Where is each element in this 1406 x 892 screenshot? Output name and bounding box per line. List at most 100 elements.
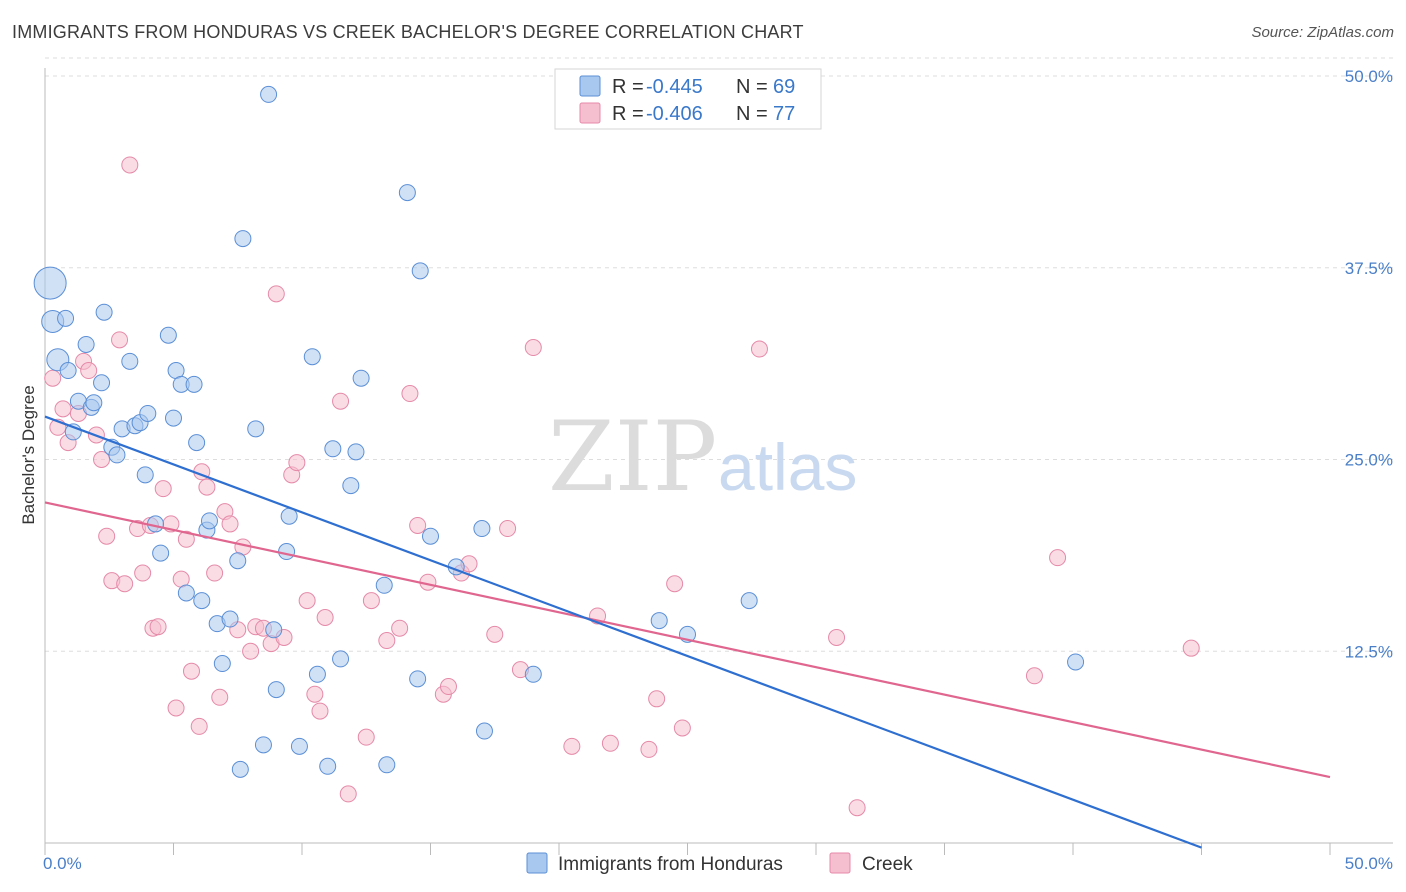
creek-point — [524, 339, 542, 357]
legend-n-value-2: 77 — [773, 103, 795, 125]
creek-point — [221, 515, 239, 533]
legend-r-value-2: -0.406 — [646, 103, 703, 125]
creek-point — [182, 662, 200, 680]
creek-point — [378, 632, 396, 650]
creek-point — [93, 451, 111, 468]
honduras-point — [524, 665, 542, 683]
honduras-point — [188, 434, 206, 452]
honduras-point — [473, 520, 491, 538]
y-tick-label: 12.5% — [1345, 642, 1393, 661]
creek-point — [1182, 639, 1200, 657]
honduras-point — [93, 374, 111, 392]
creek-point — [666, 575, 684, 593]
honduras-point — [200, 512, 218, 530]
honduras-point — [136, 466, 154, 484]
legend-swatch-creek — [579, 102, 601, 124]
honduras-point — [265, 621, 283, 639]
honduras-point — [229, 552, 247, 570]
x-tick-labels: 0.0% 50.0% — [43, 854, 1393, 873]
honduras-point — [213, 655, 231, 673]
honduras-point — [159, 326, 177, 344]
honduras-point — [332, 650, 350, 668]
honduras-point — [740, 592, 758, 610]
honduras-point — [247, 420, 265, 438]
creek-point — [316, 609, 334, 627]
trend-lines — [44, 415, 1331, 849]
creek-point — [116, 575, 134, 593]
honduras-point — [152, 544, 170, 562]
watermark-zip: ZIP — [548, 401, 717, 513]
honduras-point — [1067, 653, 1085, 671]
creek-point — [111, 331, 129, 349]
creek-point — [828, 628, 846, 646]
creek-point — [750, 340, 768, 358]
bottom-legend-swatch-creek — [829, 852, 851, 874]
honduras-point — [85, 394, 103, 412]
honduras-point — [308, 665, 326, 683]
honduras-point — [234, 230, 252, 248]
honduras-point — [375, 576, 393, 594]
creek-point — [198, 478, 216, 496]
creek-point — [640, 740, 658, 758]
honduras-point — [290, 737, 308, 755]
honduras-trend-line — [44, 415, 1202, 849]
creek-point — [177, 530, 195, 548]
legend-swatch-honduras — [579, 75, 601, 97]
watermark: ZIP atlas — [548, 401, 857, 513]
honduras-point — [378, 756, 396, 774]
creek-point — [357, 728, 375, 746]
creek-point — [288, 454, 306, 472]
legend-r-label-1: R = — [612, 76, 644, 98]
honduras-point — [231, 760, 249, 778]
honduras-point — [267, 681, 285, 699]
honduras-point — [278, 543, 296, 561]
y-tick-labels: 12.5% 25.0% 37.5% 50.0% — [1345, 67, 1393, 661]
legend-n-value-1: 69 — [773, 76, 795, 98]
creek-point — [563, 737, 581, 755]
honduras-point — [319, 757, 337, 775]
honduras-point — [33, 266, 67, 300]
creek-point — [401, 385, 419, 403]
honduras-point — [650, 612, 668, 630]
creek-point — [80, 362, 98, 380]
honduras-point — [303, 348, 321, 366]
creek-point — [486, 625, 504, 643]
honduras-point — [185, 375, 203, 393]
honduras-point — [352, 369, 370, 387]
honduras-point — [193, 592, 211, 610]
creek-point — [362, 592, 380, 610]
creek-point — [601, 734, 619, 752]
gridlines — [45, 57, 1393, 652]
creek-point — [98, 527, 116, 545]
bottom-legend-label-honduras: Immigrants from Honduras — [558, 854, 783, 875]
bottom-legend: Immigrants from Honduras Creek — [526, 852, 913, 875]
honduras-point — [165, 409, 182, 427]
legend-r-label-2: R = — [612, 103, 644, 125]
creek-point — [267, 285, 285, 303]
creek-point — [391, 619, 409, 637]
creek-point — [648, 690, 666, 708]
legend-r-value-1: -0.445 — [646, 76, 703, 98]
creek-trend-line — [44, 501, 1331, 779]
creek-point — [154, 480, 172, 498]
honduras-point — [121, 352, 139, 370]
x-tick-label-min: 0.0% — [43, 854, 82, 873]
y-tick-label: 25.0% — [1345, 451, 1393, 470]
creek-point — [149, 618, 167, 636]
creek-points — [44, 156, 1200, 817]
honduras-point — [59, 362, 77, 380]
creek-point — [134, 564, 152, 582]
honduras-point — [260, 85, 278, 103]
legend-n-label-1: N = — [736, 76, 768, 98]
legend-n-label-2: N = — [736, 103, 768, 125]
creek-point — [242, 642, 260, 660]
honduras-point — [139, 404, 157, 422]
chart-source: Source: ZipAtlas.com — [1251, 24, 1394, 41]
honduras-point — [342, 477, 360, 495]
axes — [44, 68, 1393, 855]
creek-point — [332, 392, 350, 410]
bottom-legend-swatch-honduras — [526, 852, 548, 874]
honduras-point — [108, 446, 126, 464]
honduras-point — [95, 303, 113, 321]
honduras-point — [347, 443, 365, 461]
